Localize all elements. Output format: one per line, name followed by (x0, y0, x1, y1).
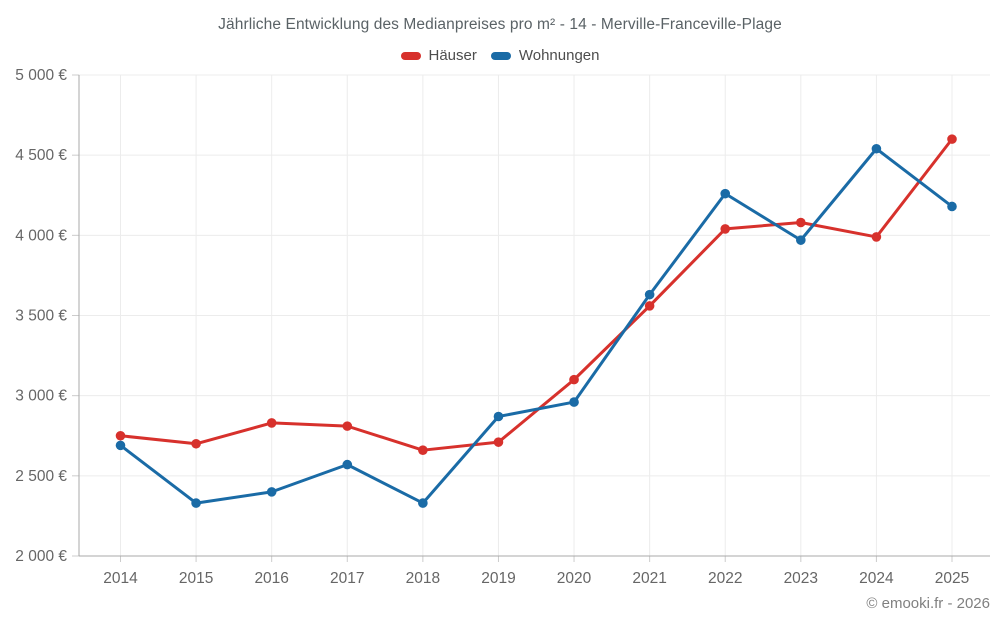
data-point-häuser-2022[interactable] (720, 224, 731, 234)
legend-label-hauser: Häuser (428, 47, 477, 64)
data-point-wohnungen-2018[interactable] (418, 498, 428, 508)
data-point-häuser-2020[interactable] (569, 374, 579, 385)
legend-item-hauser[interactable]: Häuser (400, 47, 477, 64)
y-tick-label: 5 000 € (15, 67, 67, 84)
legend: Häuser Wohnungen (0, 47, 1000, 64)
data-point-häuser-2015[interactable] (191, 438, 201, 449)
data-point-wohnungen-2014[interactable] (115, 440, 126, 451)
x-tick-label: 2024 (859, 570, 894, 587)
y-tick-label: 4 500 € (15, 147, 67, 164)
data-point-häuser-2023[interactable] (796, 217, 806, 228)
y-tick-label: 2 000 € (15, 548, 67, 565)
data-point-häuser-2021[interactable] (644, 301, 655, 311)
chart-title: Jährliche Entwicklung des Medianpreises … (218, 16, 782, 33)
data-point-wohnungen-2020[interactable] (569, 397, 579, 407)
data-point-wohnungen-2025[interactable] (947, 201, 957, 212)
x-tick-label: 2018 (406, 570, 440, 587)
footer-credit: © emooki.fr - 2026 (866, 595, 990, 612)
legend-item-wohnungen[interactable]: Wohnungen (490, 47, 600, 64)
x-tick-label: 2020 (557, 570, 592, 587)
y-tick-label: 3 000 € (15, 388, 67, 405)
data-point-wohnungen-2016[interactable] (266, 487, 277, 497)
x-tick-label: 2023 (784, 570, 818, 587)
data-point-häuser-2018[interactable] (418, 445, 428, 455)
data-point-wohnungen-2024[interactable] (871, 143, 882, 154)
x-tick-label: 2016 (254, 570, 288, 587)
hauser-series-swatch-icon (400, 51, 421, 60)
y-tick-label: 3 500 € (15, 308, 67, 325)
data-point-wohnungen-2023[interactable] (796, 235, 806, 245)
series-line-häuser (119, 137, 954, 452)
data-point-wohnungen-2019[interactable] (493, 411, 504, 422)
data-point-wohnungen-2021[interactable] (644, 289, 655, 300)
data-point-häuser-2024[interactable] (871, 232, 882, 242)
x-tick-label: 2025 (935, 570, 969, 587)
data-point-häuser-2017[interactable] (342, 421, 353, 431)
x-tick-label: 2015 (179, 570, 213, 587)
x-tick-label: 2014 (103, 570, 138, 587)
y-tick-label: 4 000 € (15, 227, 67, 244)
x-tick-label: 2022 (708, 570, 742, 587)
legend-label-wohnungen: Wohnungen (518, 47, 600, 64)
x-tick-label: 2019 (481, 570, 515, 587)
data-point-häuser-2019[interactable] (493, 437, 504, 447)
data-point-häuser-2014[interactable] (115, 430, 126, 441)
data-point-wohnungen-2022[interactable] (720, 188, 731, 199)
series-line-wohnungen (119, 147, 954, 505)
data-point-häuser-2025[interactable] (947, 134, 957, 144)
y-tick-label: 2 500 € (15, 468, 67, 485)
x-tick-label: 2017 (330, 570, 364, 587)
wohnungen-series-swatch-icon (490, 51, 511, 60)
data-point-wohnungen-2015[interactable] (191, 498, 201, 508)
data-point-häuser-2016[interactable] (266, 418, 277, 428)
data-point-wohnungen-2017[interactable] (342, 459, 353, 470)
x-tick-label: 2021 (632, 570, 666, 587)
